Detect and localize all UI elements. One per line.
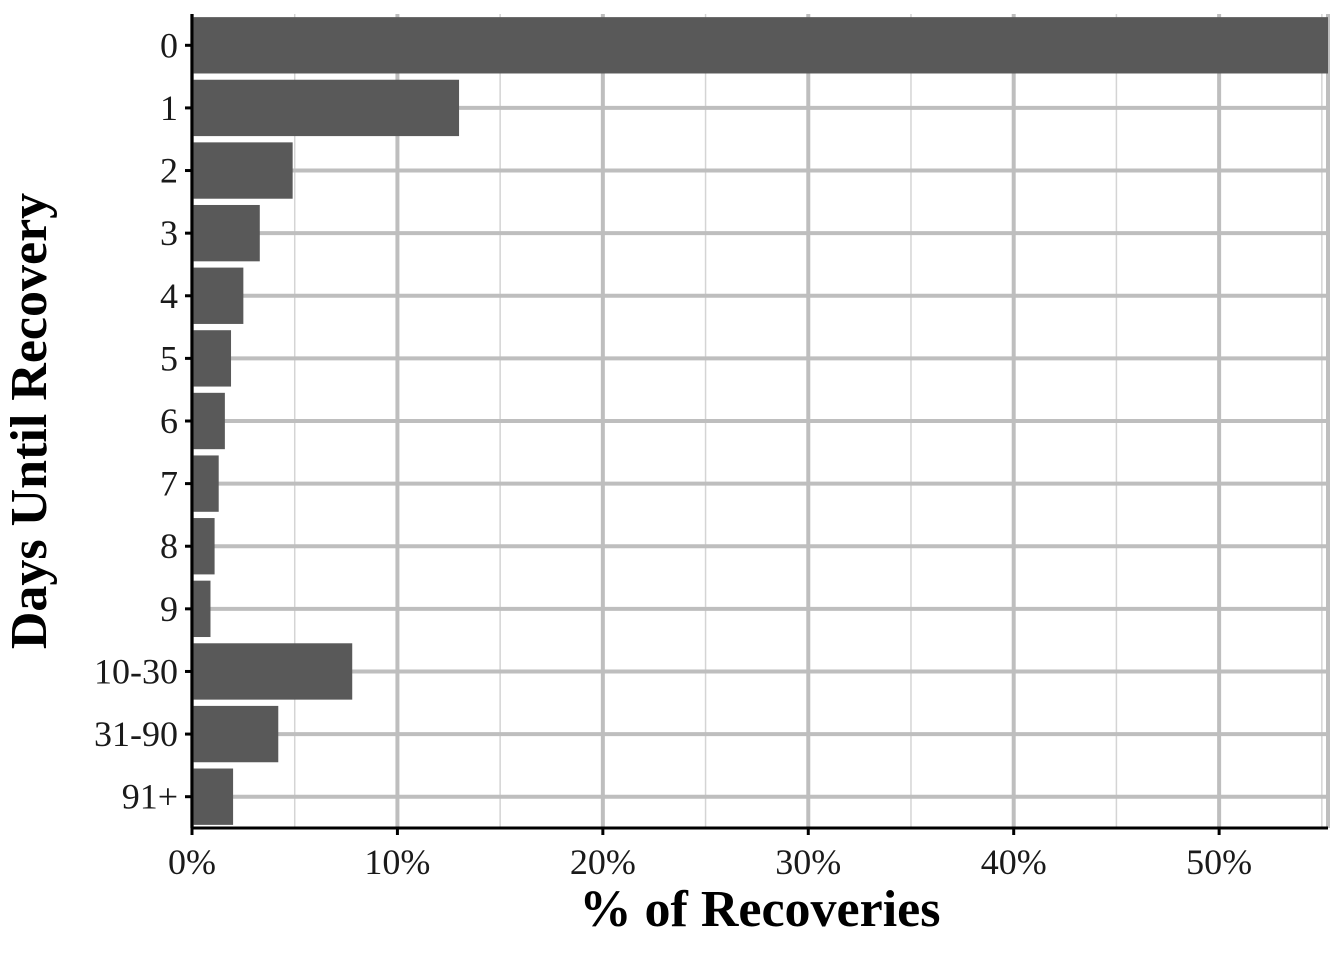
x-tick-label: 30%	[775, 842, 841, 882]
y-tick-label: 8	[160, 526, 178, 566]
x-tick-label: 20%	[570, 842, 636, 882]
y-tick-label: 0	[160, 25, 178, 65]
bar	[192, 643, 353, 700]
bar	[192, 267, 244, 324]
bar	[192, 79, 460, 137]
bar	[192, 455, 219, 512]
x-tick-label: 50%	[1186, 842, 1252, 882]
y-tick-label: 3	[160, 213, 178, 253]
y-tick-label: 2	[160, 151, 178, 191]
y-axis-ticks: 0 1 2 3 4 5 6 7 8 9 10-30 31-90 91+	[94, 25, 192, 817]
bar	[192, 330, 232, 387]
y-tick-label: 9	[160, 589, 178, 629]
x-axis-ticks: 0% 10% 20% 30% 40% 50%	[168, 828, 1252, 882]
y-tick-label: 6	[160, 401, 178, 441]
y-tick-label: 10-30	[94, 651, 178, 691]
bar	[192, 768, 234, 825]
y-tick-label: 5	[160, 338, 178, 378]
x-axis-title: % of Recoveries	[580, 881, 941, 938]
bar	[192, 518, 215, 575]
x-tick-label: 40%	[981, 842, 1047, 882]
y-axis-title: Days Until Recovery	[1, 193, 58, 649]
bar	[192, 204, 260, 262]
y-tick-label: 1	[160, 88, 178, 128]
bars	[192, 17, 1328, 825]
y-tick-label: 7	[160, 464, 178, 504]
x-tick-label: 10%	[364, 842, 430, 882]
y-tick-label: 4	[160, 276, 178, 316]
bar	[192, 392, 225, 450]
y-tick-label: 91+	[122, 777, 178, 817]
bar	[192, 17, 1328, 74]
y-tick-label: 31-90	[94, 714, 178, 754]
x-tick-label: 0%	[168, 842, 216, 882]
bar	[192, 580, 211, 638]
bar	[192, 142, 293, 199]
bar	[192, 705, 279, 763]
